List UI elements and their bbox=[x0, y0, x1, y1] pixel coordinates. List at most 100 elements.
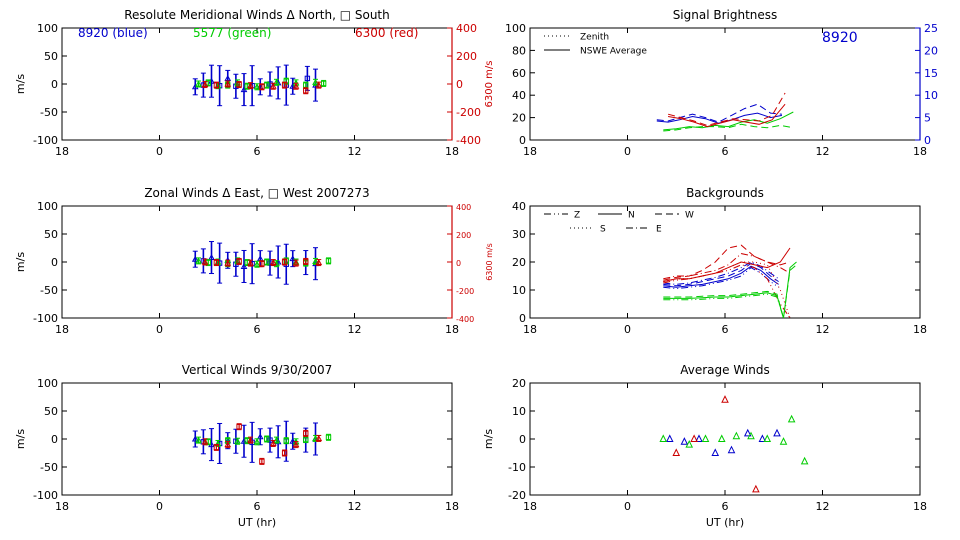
legend-text: W bbox=[685, 211, 694, 221]
right-axis-label: 6300 m/s bbox=[484, 61, 495, 108]
series-line-red bbox=[667, 92, 786, 126]
data-point-blue bbox=[743, 428, 752, 437]
y-tick-label: -20 bbox=[508, 489, 526, 502]
data-point-red bbox=[259, 84, 265, 90]
data-point-green bbox=[253, 438, 261, 445]
data-point-red bbox=[315, 434, 323, 441]
x-tick-label: 12 bbox=[348, 145, 362, 158]
legend-text: E bbox=[656, 225, 662, 235]
data-point-red bbox=[303, 258, 309, 265]
x-tick-label: 18 bbox=[913, 145, 927, 158]
data-point-green bbox=[244, 83, 250, 89]
y-tick-label: -50 bbox=[40, 461, 58, 474]
series-line-red bbox=[663, 261, 791, 318]
data-point-green bbox=[195, 257, 202, 264]
data-point-green bbox=[732, 431, 741, 440]
y-tick-label: 50 bbox=[44, 405, 58, 418]
y-tick-label: 0 bbox=[51, 78, 58, 91]
data-point-red bbox=[281, 450, 288, 456]
data-point-blue bbox=[267, 81, 273, 87]
x-tick-label: 18 bbox=[445, 145, 459, 158]
data-point-red bbox=[213, 259, 220, 266]
data-point-red bbox=[236, 423, 242, 430]
x-tick-label: 18 bbox=[523, 145, 537, 158]
data-point-blue bbox=[267, 260, 273, 266]
data-point-red bbox=[315, 259, 323, 266]
series-line-red bbox=[663, 264, 791, 318]
x-tick-label: 0 bbox=[156, 323, 163, 336]
x-tick-label: 12 bbox=[816, 145, 830, 158]
x-tick-label: 6 bbox=[254, 323, 261, 336]
right-tick-label: -200 bbox=[456, 287, 474, 296]
x-tick-label: 6 bbox=[254, 500, 261, 513]
data-point-red bbox=[201, 81, 209, 88]
legend-label-red: 6300 (red) bbox=[355, 26, 418, 40]
data-point-red bbox=[752, 484, 760, 493]
data-point-red bbox=[315, 81, 323, 88]
x-tick-label: 6 bbox=[722, 145, 729, 158]
data-point-blue bbox=[727, 445, 736, 454]
y-tick-label: 0 bbox=[51, 256, 58, 269]
data-point-green bbox=[312, 434, 319, 441]
x-tick-label: 18 bbox=[55, 145, 69, 158]
y-tick-label: -100 bbox=[33, 312, 58, 325]
series-line-red bbox=[668, 103, 786, 128]
data-point-green bbox=[234, 437, 241, 444]
y-tick-label: 60 bbox=[512, 67, 526, 80]
y-tick-label: 20 bbox=[512, 112, 526, 125]
y-tick-label: -100 bbox=[33, 489, 58, 502]
right-tick-label: 400 bbox=[456, 203, 471, 212]
data-point-blue bbox=[773, 428, 781, 437]
series-line-red bbox=[663, 253, 791, 280]
data-point-red bbox=[224, 441, 232, 448]
data-point-green bbox=[659, 434, 668, 442]
x-axis-label: UT (hr) bbox=[238, 516, 276, 529]
data-point-green bbox=[264, 436, 270, 442]
x-tick-label: 0 bbox=[156, 145, 163, 158]
x-tick-label: 0 bbox=[624, 323, 631, 336]
legend-label-green: 5577 (green) bbox=[193, 26, 271, 40]
x-tick-label: 18 bbox=[445, 500, 459, 513]
right-tick-label: 15 bbox=[924, 67, 938, 80]
y-tick-label: 50 bbox=[44, 50, 58, 63]
y-axis-label: m/s bbox=[14, 74, 27, 94]
data-point-green bbox=[747, 431, 755, 440]
data-point-blue bbox=[191, 435, 199, 442]
data-layer bbox=[656, 92, 794, 132]
data-point-blue bbox=[208, 253, 215, 261]
x-tick-label: 12 bbox=[348, 323, 362, 336]
data-point-green bbox=[195, 436, 202, 443]
x-tick-label: 18 bbox=[55, 323, 69, 336]
data-point-green bbox=[787, 414, 796, 423]
y-tick-label: 30 bbox=[512, 228, 526, 241]
data-point-green bbox=[312, 257, 319, 264]
data-point-red bbox=[292, 82, 300, 89]
series-line-blue bbox=[663, 265, 779, 288]
data-point-red bbox=[213, 82, 220, 88]
right-tick-label: 20 bbox=[924, 44, 938, 57]
y-tick-label: 0 bbox=[51, 433, 58, 446]
data-point-blue bbox=[665, 434, 674, 442]
data-point-green bbox=[273, 436, 280, 443]
x-tick-label: 0 bbox=[156, 500, 163, 513]
right-tick-label: 0 bbox=[456, 78, 463, 91]
data-point-green bbox=[701, 434, 710, 442]
data-point-blue bbox=[191, 255, 199, 262]
chart-title: Average Winds bbox=[680, 363, 770, 377]
data-point-green bbox=[253, 260, 261, 267]
x-tick-label: 18 bbox=[913, 323, 927, 336]
data-point-green bbox=[325, 258, 332, 264]
data-point-red bbox=[672, 448, 681, 456]
right-tick-label: 200 bbox=[456, 50, 477, 63]
right-tick-label: 25 bbox=[924, 22, 938, 35]
legend-label-blue: 8920 (blue) bbox=[78, 26, 148, 40]
series-line-blue bbox=[663, 266, 779, 290]
chart-title: Backgrounds bbox=[686, 186, 764, 200]
data-point-red bbox=[213, 444, 220, 451]
data-point-red bbox=[269, 259, 277, 266]
x-tick-label: 18 bbox=[55, 500, 69, 513]
y-tick-label: 10 bbox=[512, 405, 526, 418]
right-tick-label: -400 bbox=[456, 134, 481, 147]
